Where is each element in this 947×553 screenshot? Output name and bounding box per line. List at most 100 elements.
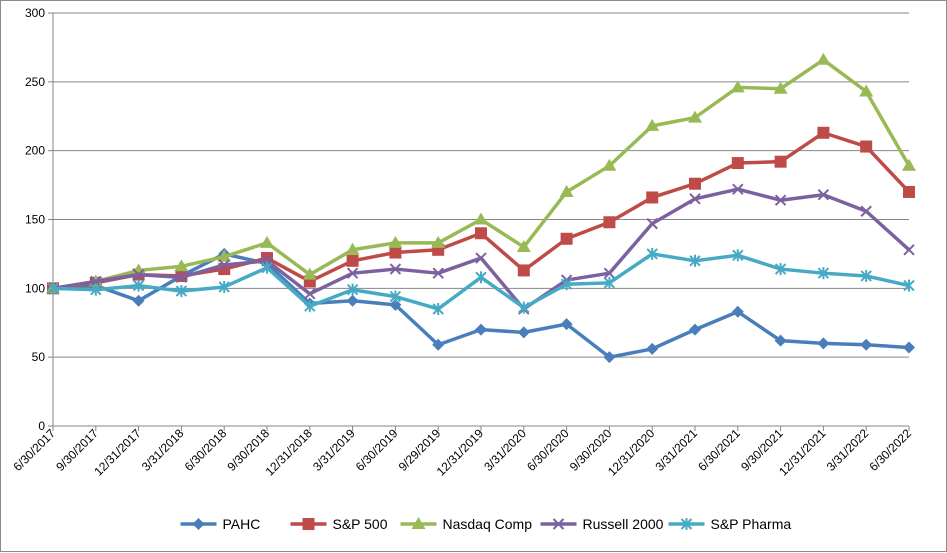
- data-point-russell-2000: [817, 189, 830, 201]
- data-point-s-p-pharma: [689, 254, 701, 267]
- data-point-pahc: [475, 323, 487, 336]
- legend-label: S&P Pharma: [711, 516, 792, 532]
- y-tick-label: 250: [25, 75, 45, 89]
- data-point-s-p-pharma: [774, 263, 787, 276]
- legend-item-russell-2000: Russell 2000: [540, 516, 664, 532]
- x-tick-label: 12/31/2020: [605, 426, 658, 479]
- x-tick-label: 6/30/2018: [182, 426, 230, 474]
- data-point-pahc: [689, 323, 701, 336]
- legend-marker: [302, 518, 315, 530]
- data-point-s-p-pharma: [475, 271, 487, 284]
- data-point-russell-2000: [689, 193, 701, 205]
- data-point-s-p-pharma: [90, 283, 102, 296]
- data-point-russell-2000: [346, 267, 359, 279]
- data-point-nasdaq-comp: [302, 267, 317, 280]
- data-point-russell-2000: [646, 217, 658, 230]
- data-point-pahc: [517, 326, 530, 339]
- legend-item-s-p-500: S&P 500: [290, 516, 388, 532]
- legend-marker: [192, 518, 205, 530]
- legend-marker: [411, 517, 426, 529]
- data-point-nasdaq-comp: [730, 80, 745, 93]
- data-point-s-p-pharma: [389, 290, 402, 303]
- y-tick-label: 100: [25, 281, 45, 295]
- legend-label: Nasdaq Comp: [443, 516, 533, 532]
- legend-item-s-p-pharma: S&P Pharma: [668, 516, 792, 532]
- data-point-s-p-500: [517, 264, 530, 277]
- data-point-pahc: [646, 342, 659, 355]
- data-point-s-p-500: [560, 232, 573, 245]
- data-point-s-p-500: [689, 177, 701, 190]
- data-point-nasdaq-comp: [645, 118, 660, 131]
- data-point-s-p-pharma: [860, 269, 872, 282]
- data-point-russell-2000: [389, 263, 402, 275]
- y-axis-ticks: 0 50 100 150 200 250 300: [25, 6, 53, 433]
- data-point-pahc: [817, 337, 830, 350]
- data-point-nasdaq-comp: [345, 242, 360, 255]
- data-point-s-p-500: [603, 216, 616, 229]
- data-point-nasdaq-comp: [602, 158, 617, 171]
- data-point-pahc: [560, 318, 573, 331]
- data-point-s-p-pharma: [603, 276, 616, 289]
- legend-marker: [680, 518, 693, 530]
- data-point-nasdaq-comp: [816, 52, 831, 65]
- data-point-nasdaq-comp: [431, 235, 446, 248]
- data-point-russell-2000: [774, 194, 787, 206]
- data-point-nasdaq-comp: [773, 81, 788, 94]
- data-point-s-p-500: [646, 191, 659, 204]
- data-point-s-p-500: [731, 157, 744, 170]
- series-s-p-pharma: [47, 247, 915, 315]
- data-point-pahc: [132, 294, 145, 307]
- data-point-russell-2000: [175, 271, 188, 284]
- x-tick-label: 3/31/2021: [652, 426, 700, 474]
- data-point-russell-2000: [860, 205, 872, 217]
- data-point-russell-2000: [903, 244, 915, 256]
- series-layer: [46, 52, 916, 364]
- legend-marker: [552, 518, 565, 530]
- data-point-russell-2000: [475, 252, 487, 264]
- data-point-s-p-pharma: [817, 267, 830, 280]
- data-point-nasdaq-comp: [859, 84, 874, 97]
- data-point-s-p-500: [346, 254, 359, 267]
- data-point-russell-2000: [218, 259, 230, 271]
- x-tick-label: 3/31/2019: [310, 426, 358, 474]
- data-point-nasdaq-comp: [388, 235, 403, 248]
- data-point-s-p-pharma: [432, 302, 444, 315]
- data-point-nasdaq-comp: [516, 240, 531, 253]
- data-point-s-p-pharma: [346, 283, 359, 296]
- x-tick-label: 3/31/2022: [824, 426, 872, 474]
- legend: PAHC S&P 500 Nasdaq Comp Russell 2000 S&P Ph…: [180, 516, 792, 532]
- y-tick-label: 50: [32, 350, 46, 364]
- x-tick-label: 12/31/2021: [776, 426, 829, 479]
- x-tick-label: 12/31/2017: [91, 426, 144, 479]
- data-point-nasdaq-comp: [260, 235, 274, 248]
- data-point-pahc: [432, 338, 445, 351]
- y-tick-label: 300: [25, 6, 45, 20]
- data-point-s-p-500: [475, 227, 487, 240]
- y-tick-label: 150: [25, 213, 45, 227]
- data-point-russell-2000: [90, 275, 102, 288]
- legend-label: S&P 500: [333, 516, 388, 532]
- data-point-nasdaq-comp: [217, 249, 232, 262]
- x-tick-label: 6/30/2017: [10, 426, 58, 474]
- x-tick-label: 12/31/2019: [434, 426, 487, 479]
- data-point-russell-2000: [603, 267, 616, 279]
- data-point-russell-2000: [432, 267, 444, 279]
- data-point-s-p-500: [817, 126, 830, 139]
- legend-item-pahc: PAHC: [180, 516, 260, 532]
- data-point-nasdaq-comp: [474, 212, 488, 225]
- data-point-pahc: [346, 294, 359, 307]
- x-tick-label: 3/31/2018: [139, 426, 187, 474]
- x-tick-label: 3/31/2020: [481, 426, 529, 474]
- data-point-nasdaq-comp: [902, 158, 916, 171]
- data-point-s-p-pharma: [132, 279, 145, 292]
- data-point-pahc: [774, 334, 787, 347]
- x-tick-label: 12/31/2018: [263, 426, 316, 479]
- data-point-s-p-pharma: [903, 279, 915, 292]
- x-tick-label: 6/30/2021: [695, 426, 743, 474]
- gridlines: [53, 12, 909, 358]
- data-point-pahc: [903, 341, 915, 354]
- data-point-pahc: [603, 351, 616, 364]
- data-point-s-p-pharma: [218, 280, 230, 293]
- legend-item-nasdaq-comp: Nasdaq Comp: [400, 516, 533, 532]
